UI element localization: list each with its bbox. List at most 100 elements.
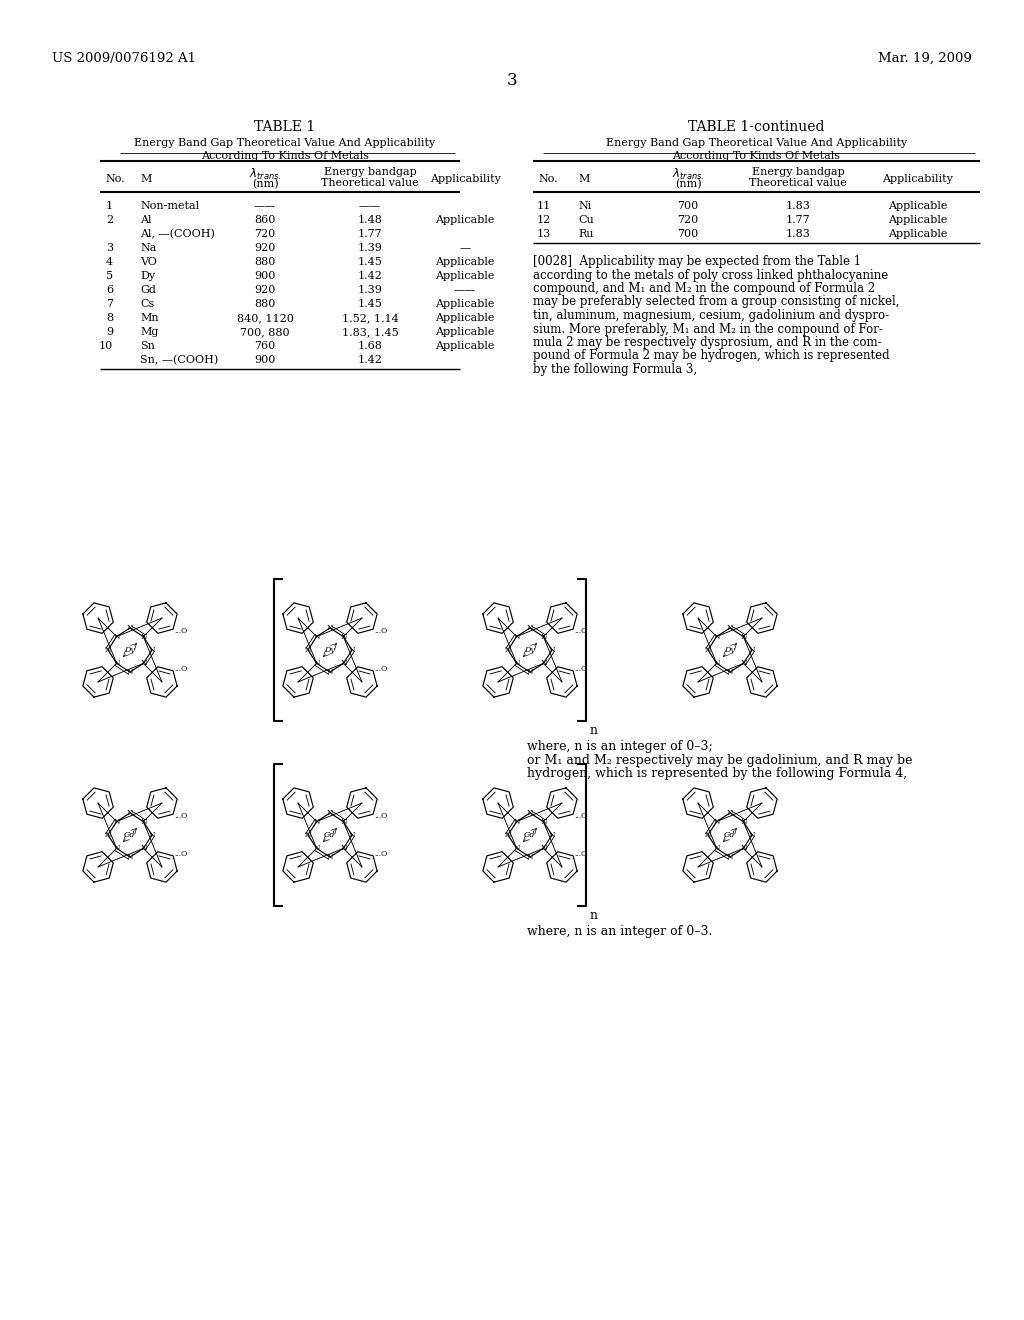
Text: N: N [140, 817, 146, 825]
Text: N: N [705, 645, 711, 653]
Text: N: N [727, 853, 733, 861]
Text: 2: 2 [105, 215, 113, 224]
Text: N: N [305, 832, 311, 840]
Text: compound, and M₁ and M₂ in the compound of Formula 2: compound, and M₁ and M₂ in the compound … [534, 282, 876, 294]
Text: N: N [727, 668, 733, 676]
Text: N: N [114, 660, 120, 668]
Text: 1.39: 1.39 [357, 285, 382, 294]
Text: N: N [740, 817, 746, 825]
Text: N: N [513, 632, 520, 640]
Text: N: N [104, 832, 112, 840]
Text: Dy: Dy [125, 645, 135, 653]
Text: Gd: Gd [524, 832, 536, 840]
Text: Applicable: Applicable [435, 313, 495, 323]
Text: 1: 1 [105, 201, 113, 211]
Text: N: N [541, 660, 547, 668]
Text: N: N [340, 817, 346, 825]
Text: N: N [327, 668, 333, 676]
Text: 12: 12 [537, 215, 551, 224]
Text: N: N [305, 645, 311, 653]
Text: N: N [740, 632, 746, 640]
Text: ...O: ...O [574, 812, 588, 820]
Text: 720: 720 [677, 215, 698, 224]
Text: where, n is an integer of 0–3.: where, n is an integer of 0–3. [527, 925, 713, 939]
Text: 5: 5 [105, 271, 113, 281]
Text: Applicability: Applicability [429, 174, 501, 183]
Text: Gd: Gd [140, 285, 156, 294]
Text: Dy: Dy [140, 271, 155, 281]
Text: by the following Formula 3,: by the following Formula 3, [534, 363, 697, 376]
Text: ...O: ...O [574, 627, 588, 635]
Text: Applicable: Applicable [435, 300, 495, 309]
Text: N: N [526, 668, 534, 676]
Text: hydrogen, which is represented by the following Formula 4,: hydrogen, which is represented by the fo… [527, 767, 907, 780]
Text: N: N [313, 660, 319, 668]
Text: 1.52, 1.14: 1.52, 1.14 [342, 313, 398, 323]
Text: N: N [541, 817, 547, 825]
Text: 1.83, 1.45: 1.83, 1.45 [342, 327, 398, 337]
Text: may be preferably selected from a group consisting of nickel,: may be preferably selected from a group … [534, 296, 899, 309]
Text: According To Kinds Of Metals: According To Kinds Of Metals [673, 150, 841, 161]
Text: N: N [541, 632, 547, 640]
Text: N: N [714, 632, 720, 640]
Text: Al: Al [140, 215, 152, 224]
Text: N: N [313, 845, 319, 853]
Text: N: N [127, 809, 133, 817]
Text: N: N [313, 817, 319, 825]
Text: 1.45: 1.45 [357, 257, 382, 267]
Text: 920: 920 [254, 285, 275, 294]
Text: N: N [127, 668, 133, 676]
Text: 700: 700 [677, 228, 698, 239]
Text: n: n [590, 725, 598, 738]
Text: Cs: Cs [140, 300, 155, 309]
Text: 3: 3 [507, 73, 517, 88]
Text: 920: 920 [254, 243, 275, 253]
Text: Na: Na [140, 243, 157, 253]
Text: mula 2 may be respectively dysprosium, and R in the com-: mula 2 may be respectively dysprosium, a… [534, 337, 882, 348]
Text: 8: 8 [105, 313, 113, 323]
Text: N: N [114, 845, 120, 853]
Text: n: n [590, 909, 598, 923]
Text: Energy bandgap: Energy bandgap [324, 168, 417, 177]
Text: ...O: ...O [175, 812, 187, 820]
Text: No.: No. [105, 174, 125, 183]
Text: Al, —(COOH): Al, —(COOH) [140, 228, 215, 239]
Text: N: N [148, 645, 156, 653]
Text: Non-metal: Non-metal [140, 201, 199, 211]
Text: [0028]  Applicability may be expected from the Table 1: [0028] Applicability may be expected fro… [534, 255, 861, 268]
Text: 1.77: 1.77 [357, 228, 382, 239]
Text: According To Kinds Of Metals: According To Kinds Of Metals [201, 150, 369, 161]
Text: or M₁ and M₂ respectively may be gadolinium, and R may be: or M₁ and M₂ respectively may be gadolin… [527, 754, 912, 767]
Text: N: N [327, 624, 333, 632]
Text: Ni: Ni [578, 201, 592, 211]
Text: Dy: Dy [524, 645, 536, 653]
Text: 13: 13 [537, 228, 551, 239]
Text: Applicable: Applicable [888, 215, 947, 224]
Text: Sn, —(COOH): Sn, —(COOH) [140, 355, 218, 366]
Text: Applicable: Applicable [435, 341, 495, 351]
Text: N: N [513, 817, 520, 825]
Text: N: N [749, 645, 756, 653]
Text: sium. More preferably, M₁ and M₂ in the compound of For-: sium. More preferably, M₁ and M₂ in the … [534, 322, 883, 335]
Text: TABLE 1-continued: TABLE 1-continued [688, 120, 824, 135]
Text: tin, aluminum, magnesium, cesium, gadolinium and dyspro-: tin, aluminum, magnesium, cesium, gadoli… [534, 309, 889, 322]
Text: ——: —— [454, 285, 476, 294]
Text: N: N [505, 832, 511, 840]
Text: 1.48: 1.48 [357, 215, 382, 224]
Text: N: N [127, 624, 133, 632]
Text: —: — [460, 243, 471, 253]
Text: Applicable: Applicable [435, 215, 495, 224]
Text: N: N [340, 660, 346, 668]
Text: 7: 7 [106, 300, 113, 309]
Text: N: N [526, 624, 534, 632]
Text: N: N [127, 853, 133, 861]
Text: 6: 6 [105, 285, 113, 294]
Text: 720: 720 [254, 228, 275, 239]
Text: $\lambda_{trans.}$: $\lambda_{trans.}$ [249, 168, 282, 182]
Text: N: N [140, 632, 146, 640]
Text: ...O: ...O [375, 850, 388, 858]
Text: ...O: ...O [375, 665, 388, 673]
Text: 11: 11 [537, 201, 551, 211]
Text: N: N [740, 845, 746, 853]
Text: N: N [727, 809, 733, 817]
